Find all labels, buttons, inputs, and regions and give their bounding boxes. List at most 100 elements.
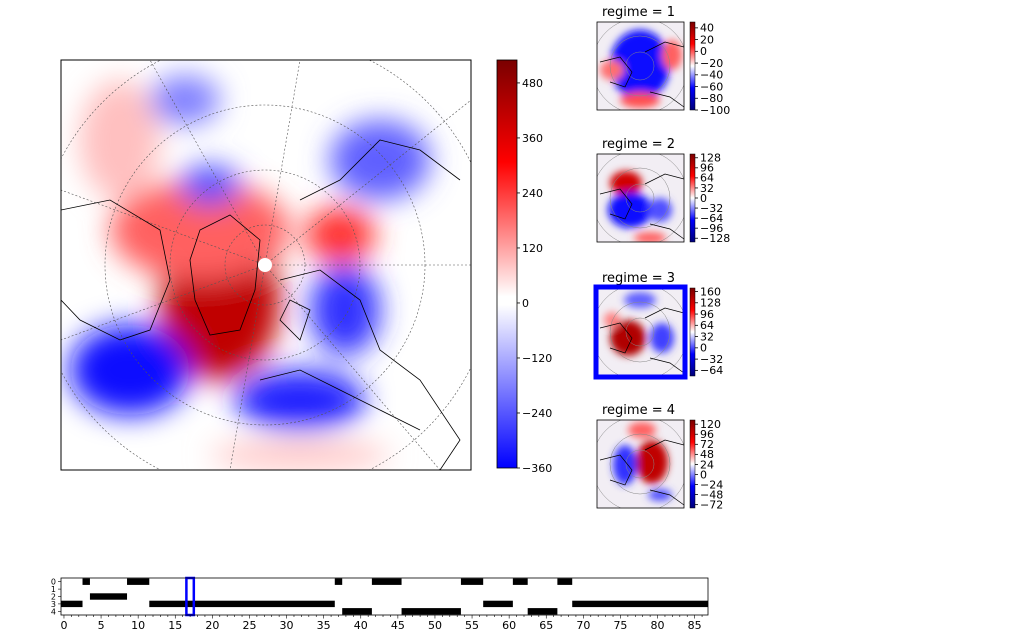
x-tick-label: 60 [502,619,516,632]
x-tick-label: 5 [98,619,105,632]
colorbar-tick-label: 24 [700,458,714,471]
regime-title: regime = 2 [602,137,675,152]
colorbar-tick-label: 96 [700,308,714,321]
colorbar-tick-label: 32 [700,182,714,195]
colorbar-tick-label: −48 [700,488,723,501]
anomaly-blob [648,198,672,222]
regime-colorbar [689,153,696,243]
colorbar-tick-label: 128 [700,152,721,165]
colorbar-tick-label: −120 [522,352,552,365]
colorbar-tick-label: 0 [700,468,707,481]
colorbar-tick-label: 120 [522,242,543,255]
colorbar-tick-label: −64 [700,212,723,225]
coastline [599,41,684,108]
colorbar-tick-label: −240 [522,407,552,420]
main-colorbar: −360 −240 −120 0 120 240 360 480 [496,59,552,475]
regime-segment [512,578,528,585]
anomaly-blob [624,292,656,308]
anomaly-field [604,292,674,356]
coastline [599,307,684,374]
colorbar-tick-label: −40 [700,69,723,82]
colorbar-tick-label: −20 [700,57,723,70]
regime-segment [61,600,83,608]
coastlines [599,173,684,240]
graticule [597,154,684,242]
colorbar-tick-label: −72 [700,498,723,511]
x-tick-label: 40 [354,619,368,632]
colorbar-tick-label: −360 [522,462,552,475]
latitude-circle [625,317,655,347]
colorbar-tick-label: 64 [700,172,714,185]
x-tick-label: 35 [317,619,331,632]
colorbar-tick-label: −96 [700,222,723,235]
colorbar-tick-label: 72 [700,438,714,451]
x-tick-label: 30 [280,619,294,632]
regime-title: regime = 4 [602,403,675,418]
anomaly-blob [604,312,620,328]
anomaly-field [608,171,672,242]
coastline [599,173,684,240]
colorbar-tick-label: 160 [700,285,721,298]
latitude-circle [625,449,655,479]
regime-segment [89,593,128,600]
colorbar-tick-label: 240 [522,187,543,200]
anomaly-blob [608,192,652,228]
regime-segment [127,578,150,585]
colorbar-tick-label: −32 [700,353,723,366]
regime-segment [342,608,372,615]
y-tick-label: 4 [51,607,56,616]
regime-map [597,154,684,242]
regime-map [597,288,684,376]
regime-segment [572,600,708,608]
colorbar-tick-label: 0 [700,192,707,205]
colorbar-tick-label: 0 [522,297,529,310]
latitude-circle [609,433,671,495]
pole-marker [258,258,272,272]
colorbar-tick-label: −128 [700,232,730,245]
colorbar-tick-label: 120 [700,418,721,431]
x-tick-label: 55 [465,619,479,632]
colorbar-tick-label: −32 [700,202,723,215]
colorbar-tick-label: −80 [700,92,723,105]
anomaly-blob [613,445,637,485]
colorbar-tick-label: 48 [700,448,714,461]
regime-title: regime = 3 [602,271,675,286]
x-tick-label: 85 [688,619,702,632]
colorbar-tick-label: 0 [700,342,707,355]
regime-colorbar [689,419,696,509]
selected-regime-highlight [593,284,688,380]
x-tick-label: 25 [242,619,256,632]
anomaly-blob [610,320,646,356]
regime-colorbar [689,287,696,377]
x-tick-label: 15 [168,619,182,632]
latitude-circle [625,51,655,81]
coastlines [599,439,684,506]
regime-segment [557,578,573,585]
y-tick-label: 2 [51,593,56,602]
regime-map-frame [596,21,685,111]
colorbar-tick-label: 40 [700,22,714,35]
anomaly-blob [628,422,656,438]
x-tick-label: 45 [391,619,405,632]
anomaly-blob [620,92,660,108]
graticule [597,420,684,508]
colorbar-tick-label: 20 [700,33,714,46]
x-tick-label: 0 [60,619,67,632]
anomaly-blob [650,323,674,353]
x-tick-label: 50 [428,619,442,632]
colorbar-tick-label: 480 [522,77,543,90]
latitude-circle [609,301,671,363]
colorbar-tick-label: −24 [700,478,723,491]
colorbar-tick-label: −64 [700,364,723,377]
regime-segment [460,578,484,585]
coastlines [61,139,461,470]
regime-map [597,420,684,508]
anomaly-field [600,30,682,108]
regime-segment [82,578,90,585]
main-map [61,60,471,470]
x-tick-label: 80 [651,619,665,632]
